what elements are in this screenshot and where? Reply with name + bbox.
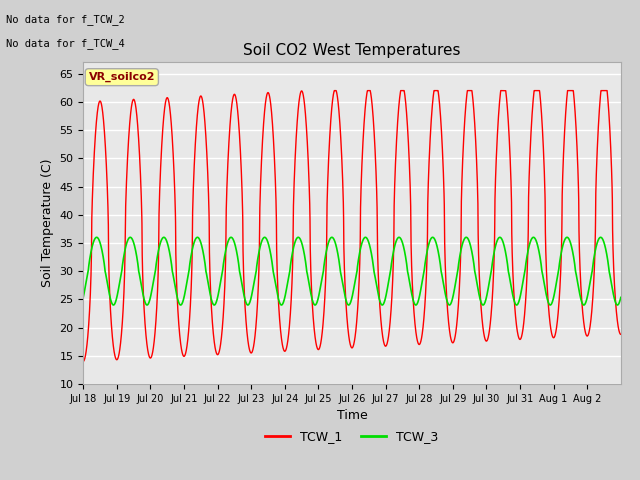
- TCW_3: [617, 295, 625, 300]
- TCW_3: [574, 279, 582, 285]
- TCW_1: [305, 179, 313, 184]
- TCW_3: [614, 302, 621, 308]
- Line: TCW_1: TCW_1: [83, 91, 621, 361]
- TCW_3: [335, 256, 342, 262]
- TCW_1: [600, 88, 608, 94]
- Text: VR_soilco2: VR_soilco2: [88, 72, 155, 82]
- TCW_1: [335, 106, 342, 112]
- TCW_3: [600, 241, 608, 247]
- TCW_3: [93, 234, 100, 240]
- TCW_1: [470, 108, 477, 114]
- TCW_3: [310, 300, 317, 306]
- Legend: TCW_1, TCW_3: TCW_1, TCW_3: [260, 425, 444, 448]
- TCW_1: [310, 316, 317, 322]
- Y-axis label: Soil Temperature (C): Soil Temperature (C): [41, 159, 54, 288]
- TCW_1: [574, 160, 582, 166]
- Line: TCW_3: TCW_3: [83, 237, 621, 305]
- Text: No data for f_TCW_2: No data for f_TCW_2: [6, 14, 125, 25]
- Title: Soil CO2 West Temperatures: Soil CO2 West Temperatures: [243, 44, 461, 59]
- TCW_1: [617, 332, 625, 337]
- TCW_1: [330, 88, 338, 94]
- TCW_3: [305, 282, 313, 288]
- X-axis label: Time: Time: [337, 409, 367, 422]
- TCW_1: [79, 359, 87, 364]
- TCW_3: [470, 261, 477, 267]
- Text: No data for f_TCW_4: No data for f_TCW_4: [6, 38, 125, 49]
- TCW_3: [79, 295, 87, 300]
